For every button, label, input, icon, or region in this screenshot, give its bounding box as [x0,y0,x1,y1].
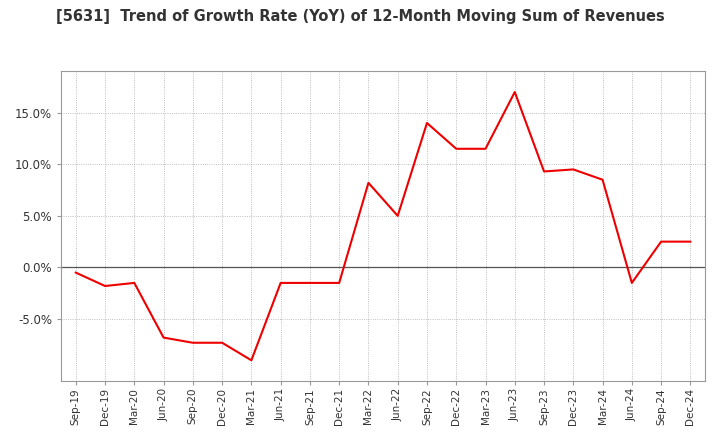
Text: [5631]  Trend of Growth Rate (YoY) of 12-Month Moving Sum of Revenues: [5631] Trend of Growth Rate (YoY) of 12-… [55,9,665,24]
